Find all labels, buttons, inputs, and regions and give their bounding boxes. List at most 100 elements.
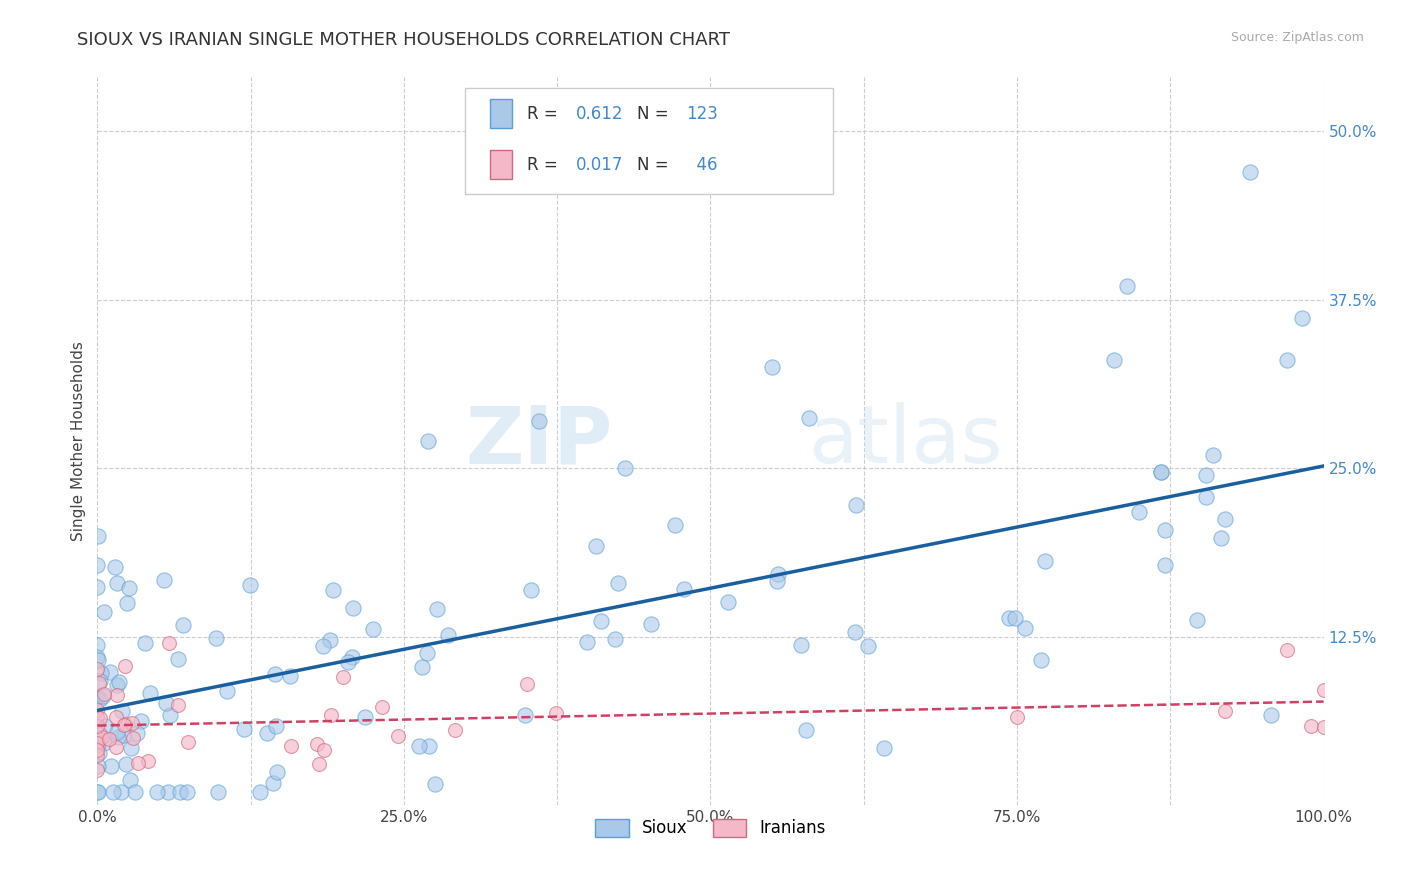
Point	[207, 784, 229, 798]
Point	[86, 662, 108, 676]
Point	[342, 601, 364, 615]
Point	[105, 739, 128, 754]
Point	[105, 689, 128, 703]
Point	[89, 726, 111, 740]
Text: SIOUX VS IRANIAN SINGLE MOTHER HOUSEHOLDS CORRELATION CHART: SIOUX VS IRANIAN SINGLE MOTHER HOUSEHOLD…	[77, 31, 730, 49]
Text: Source: ZipAtlas.com: Source: ZipAtlas.com	[1230, 31, 1364, 45]
Point	[361, 623, 384, 637]
Point	[86, 690, 108, 704]
Point	[765, 574, 787, 589]
FancyBboxPatch shape	[489, 150, 512, 179]
Point	[86, 736, 108, 750]
Point	[332, 670, 354, 684]
Point	[176, 784, 198, 798]
Point	[262, 776, 284, 790]
Point	[86, 703, 108, 717]
Point	[124, 784, 146, 798]
Point	[157, 636, 180, 650]
Text: R =: R =	[526, 105, 562, 123]
Point	[89, 673, 111, 688]
Point	[239, 578, 262, 592]
Point	[1153, 523, 1175, 537]
Point	[86, 650, 108, 665]
Point	[87, 746, 110, 760]
Point	[146, 784, 169, 798]
Point	[790, 638, 813, 652]
Point	[111, 704, 134, 718]
Point	[155, 696, 177, 710]
Point	[233, 722, 256, 736]
Point	[613, 461, 636, 475]
Y-axis label: Single Mother Households: Single Mother Households	[72, 342, 86, 541]
Point	[93, 688, 115, 702]
Point	[98, 665, 121, 679]
Point	[308, 757, 330, 772]
Point	[794, 723, 817, 738]
Point	[110, 784, 132, 798]
Point	[515, 677, 537, 691]
Point	[873, 740, 896, 755]
Point	[312, 742, 335, 756]
Point	[264, 666, 287, 681]
Point	[114, 717, 136, 731]
Point	[1014, 621, 1036, 635]
Point	[86, 763, 108, 777]
Point	[607, 575, 630, 590]
Point	[103, 784, 125, 798]
Point	[340, 650, 363, 665]
Point	[1312, 683, 1334, 698]
Point	[136, 754, 159, 768]
Point	[1004, 610, 1026, 624]
Point	[797, 411, 820, 425]
Legend: Sioux, Iranians: Sioux, Iranians	[589, 812, 832, 844]
Point	[108, 674, 131, 689]
Point	[575, 635, 598, 649]
Point	[87, 652, 110, 666]
Point	[307, 737, 329, 751]
Point	[544, 706, 567, 720]
Point	[93, 736, 115, 750]
Point	[437, 627, 460, 641]
Point	[204, 631, 226, 645]
Point	[86, 710, 108, 724]
Point	[319, 708, 342, 723]
Point	[266, 765, 288, 780]
Point	[90, 665, 112, 680]
Point	[443, 723, 465, 738]
Point	[107, 730, 129, 744]
Point	[1128, 505, 1150, 519]
Point	[117, 595, 139, 609]
Point	[1035, 554, 1057, 568]
Point	[89, 691, 111, 706]
FancyBboxPatch shape	[465, 88, 834, 194]
Point	[1312, 720, 1334, 734]
Point	[118, 582, 141, 596]
Point	[112, 728, 135, 742]
Point	[86, 748, 108, 763]
Point	[1239, 165, 1261, 179]
Point	[167, 652, 190, 666]
Point	[94, 718, 117, 732]
Point	[159, 707, 181, 722]
Point	[121, 715, 143, 730]
Text: 123: 123	[686, 105, 718, 123]
Point	[761, 360, 783, 375]
Point	[278, 669, 301, 683]
Point	[1185, 613, 1208, 627]
Point	[114, 659, 136, 673]
Point	[120, 740, 142, 755]
Text: R =: R =	[526, 156, 562, 174]
Point	[104, 560, 127, 574]
FancyBboxPatch shape	[489, 99, 512, 128]
Point	[89, 711, 111, 725]
Point	[87, 529, 110, 543]
Text: N =: N =	[637, 105, 673, 123]
Point	[86, 639, 108, 653]
Point	[1195, 468, 1218, 483]
Point	[112, 718, 135, 732]
Point	[1291, 310, 1313, 325]
Point	[87, 731, 110, 746]
Point	[336, 655, 359, 669]
Point	[280, 739, 302, 754]
Point	[1260, 707, 1282, 722]
